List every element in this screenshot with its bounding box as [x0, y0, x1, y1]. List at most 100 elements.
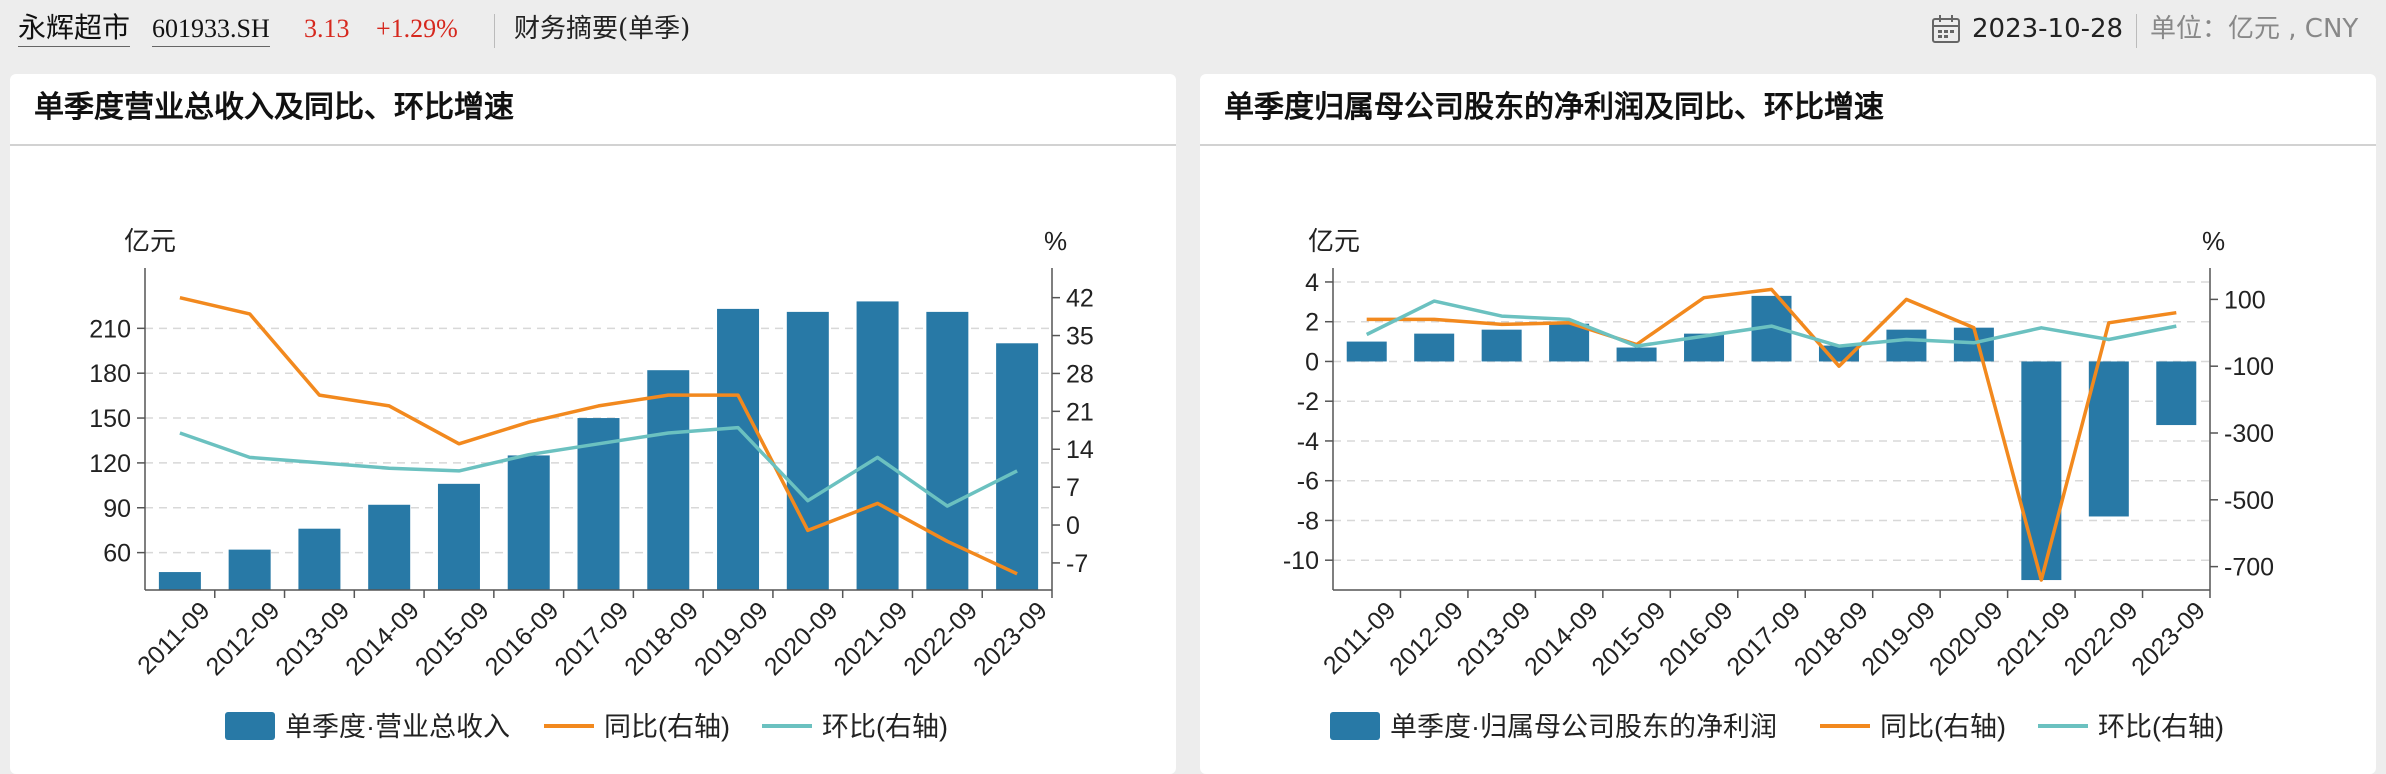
legend-label: 单季度·归属母公司股东的净利润	[1390, 712, 1777, 742]
left-axis-unit: 亿元	[124, 226, 176, 256]
left-tick-label: 4	[1305, 269, 1319, 297]
bar	[1616, 347, 1657, 362]
x-tick-label: 2015-09	[1587, 596, 1672, 681]
x-tick-label: 2020-09	[759, 596, 844, 681]
stock-code-link[interactable]: 601933.SH	[152, 12, 270, 47]
right-axis-unit: %	[2202, 226, 2225, 256]
left-tick-label: 60	[103, 540, 131, 568]
legend-label: 环比(右轴)	[822, 712, 948, 742]
x-tick-label: 2013-09	[1452, 596, 1537, 681]
right-tick-label: 42	[1066, 285, 1094, 313]
x-tick-label: 2023-09	[2126, 596, 2211, 681]
bar	[1481, 329, 1522, 362]
x-tick-label: 2023-09	[968, 596, 1053, 681]
left-tick-label: 210	[89, 315, 131, 343]
qoq-series-line	[179, 425, 1018, 508]
left-tick-label: -8	[1297, 507, 1319, 535]
left-tick-label: 2	[1305, 309, 1319, 337]
bar	[1346, 341, 1387, 362]
legend-bar-swatch	[225, 712, 275, 740]
right-tick-label: 35	[1066, 323, 1094, 351]
right-axis-unit: %	[1044, 226, 1067, 256]
bar	[1414, 333, 1455, 362]
right-tick-label: 21	[1066, 398, 1094, 426]
x-tick-label: 2022-09	[2059, 596, 2144, 681]
bar	[1549, 323, 1590, 362]
bar	[717, 308, 760, 590]
x-tick-label: 2017-09	[549, 596, 634, 681]
x-tick-label: 2021-09	[1991, 596, 2076, 681]
legend-label: 同比(右轴)	[604, 712, 730, 742]
report-date[interactable]: 2023-10-28	[1972, 14, 2124, 44]
x-tick-label: 2013-09	[270, 596, 355, 681]
bar	[856, 301, 899, 590]
left-tick-label: -10	[1283, 547, 1319, 575]
top-bar: 永辉超市 601933.SH 3.13 +1.29% 财务摘要(单季) 2023…	[0, 0, 2386, 60]
bar	[368, 504, 411, 590]
right-tick-label: -300	[2224, 420, 2274, 448]
legend-label: 同比(右轴)	[1880, 712, 2006, 742]
left-axis-unit: 亿元	[1308, 226, 1360, 256]
x-tick-label: 2022-09	[898, 596, 983, 681]
left-tick-label: 0	[1305, 348, 1319, 376]
left-tick-label: 180	[89, 360, 131, 388]
stock-change: +1.29%	[376, 14, 458, 43]
left-tick-label: -6	[1297, 468, 1319, 496]
bar	[2021, 361, 2062, 581]
section-title: 财务摘要(单季)	[514, 14, 691, 44]
right-tick-label: 100	[2224, 286, 2266, 314]
x-tick-label: 2011-09	[132, 596, 215, 679]
left-tick-label: 150	[89, 405, 131, 433]
panel-divider	[1200, 144, 2376, 146]
legend-bar-swatch	[1330, 712, 1380, 740]
right-tick-label: -100	[2224, 353, 2274, 381]
x-tick-label: 2015-09	[410, 596, 495, 681]
right-tick-label: 7	[1066, 474, 1080, 502]
bar	[786, 311, 829, 590]
right-tick-label: 28	[1066, 360, 1094, 388]
legend-label: 环比(右轴)	[2098, 712, 2224, 742]
x-tick-label: 2014-09	[1519, 596, 1604, 681]
x-tick-label: 2018-09	[1789, 596, 1874, 681]
right-tick-label: -500	[2224, 487, 2274, 515]
bar	[228, 549, 271, 590]
x-tick-label: 2017-09	[1721, 596, 1806, 681]
bar	[437, 483, 480, 590]
chart-title: 单季度营业总收入及同比、环比增速	[34, 90, 514, 125]
qoq-series-line	[1365, 299, 2177, 348]
bar	[298, 528, 341, 590]
x-tick-label: 2019-09	[1856, 596, 1941, 681]
x-tick-label: 2012-09	[201, 596, 286, 681]
x-tick-label: 2018-09	[619, 596, 704, 681]
stock-price: 3.13	[304, 14, 350, 43]
right-tick-label: 0	[1066, 512, 1080, 540]
bar	[507, 455, 550, 590]
right-tick-label: -700	[2224, 554, 2274, 582]
right-tick-label: -7	[1066, 550, 1088, 578]
left-tick-label: -2	[1297, 388, 1319, 416]
bar	[926, 311, 969, 590]
x-tick-label: 2014-09	[340, 596, 425, 681]
left-tick-label: 90	[103, 495, 131, 523]
left-tick-label: -4	[1297, 428, 1319, 456]
left-tick-label: 120	[89, 450, 131, 478]
yoy-series-line	[179, 295, 1018, 576]
panel-divider	[10, 144, 1176, 146]
yoy-series-line	[1366, 287, 2177, 582]
stock-name-link[interactable]: 永辉超市	[18, 10, 131, 47]
x-tick-label: 2020-09	[1924, 596, 2009, 681]
x-tick-label: 2021-09	[829, 596, 914, 681]
bar	[1886, 329, 1927, 362]
header-divider	[494, 14, 495, 48]
calendar-icon[interactable]	[1931, 14, 1961, 44]
bar	[996, 343, 1039, 590]
bar	[158, 572, 201, 590]
unit-label: 单位：亿元 , CNY	[2150, 14, 2359, 44]
x-tick-label: 2012-09	[1384, 596, 1469, 681]
header-divider	[2136, 14, 2137, 48]
right-tick-label: 14	[1066, 436, 1094, 464]
x-tick-label: 2016-09	[1654, 596, 1739, 681]
legend-label: 单季度·营业总收入	[285, 712, 510, 742]
chart-title: 单季度归属母公司股东的净利润及同比、环比增速	[1224, 90, 1884, 125]
